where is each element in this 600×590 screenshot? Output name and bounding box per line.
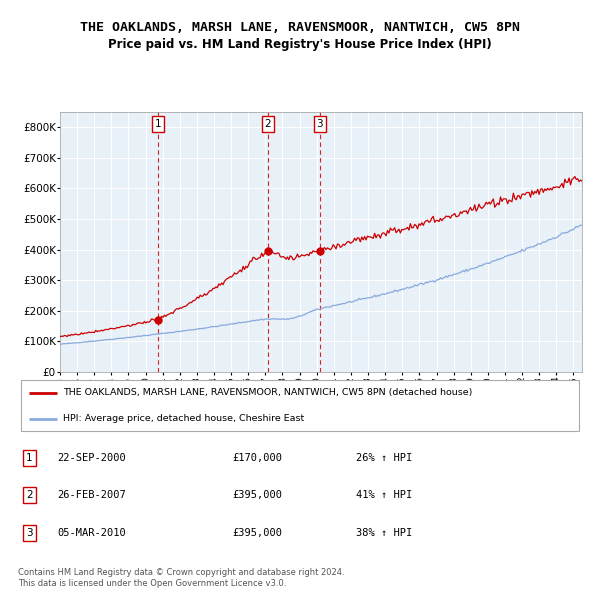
Text: Contains HM Land Registry data © Crown copyright and database right 2024.: Contains HM Land Registry data © Crown c… bbox=[18, 568, 344, 576]
Text: THE OAKLANDS, MARSH LANE, RAVENSMOOR, NANTWICH, CW5 8PN: THE OAKLANDS, MARSH LANE, RAVENSMOOR, NA… bbox=[80, 21, 520, 34]
Text: £395,000: £395,000 bbox=[232, 529, 283, 538]
Text: 3: 3 bbox=[316, 119, 323, 129]
Text: 41% ↑ HPI: 41% ↑ HPI bbox=[356, 490, 413, 500]
Text: £395,000: £395,000 bbox=[232, 490, 283, 500]
Text: 26% ↑ HPI: 26% ↑ HPI bbox=[356, 453, 413, 463]
FancyBboxPatch shape bbox=[21, 381, 579, 431]
Text: 38% ↑ HPI: 38% ↑ HPI bbox=[356, 529, 413, 538]
Text: 22-SEP-2000: 22-SEP-2000 bbox=[58, 453, 126, 463]
Text: 1: 1 bbox=[26, 453, 32, 463]
Text: 3: 3 bbox=[26, 529, 32, 538]
Text: 05-MAR-2010: 05-MAR-2010 bbox=[58, 529, 126, 538]
Text: 26-FEB-2007: 26-FEB-2007 bbox=[58, 490, 126, 500]
Text: 1: 1 bbox=[155, 119, 161, 129]
Text: Price paid vs. HM Land Registry's House Price Index (HPI): Price paid vs. HM Land Registry's House … bbox=[108, 38, 492, 51]
Text: THE OAKLANDS, MARSH LANE, RAVENSMOOR, NANTWICH, CW5 8PN (detached house): THE OAKLANDS, MARSH LANE, RAVENSMOOR, NA… bbox=[63, 388, 472, 397]
Text: 2: 2 bbox=[265, 119, 271, 129]
Text: HPI: Average price, detached house, Cheshire East: HPI: Average price, detached house, Ches… bbox=[63, 414, 304, 423]
Text: 2: 2 bbox=[26, 490, 32, 500]
Text: £170,000: £170,000 bbox=[232, 453, 283, 463]
Text: This data is licensed under the Open Government Licence v3.0.: This data is licensed under the Open Gov… bbox=[18, 579, 286, 588]
